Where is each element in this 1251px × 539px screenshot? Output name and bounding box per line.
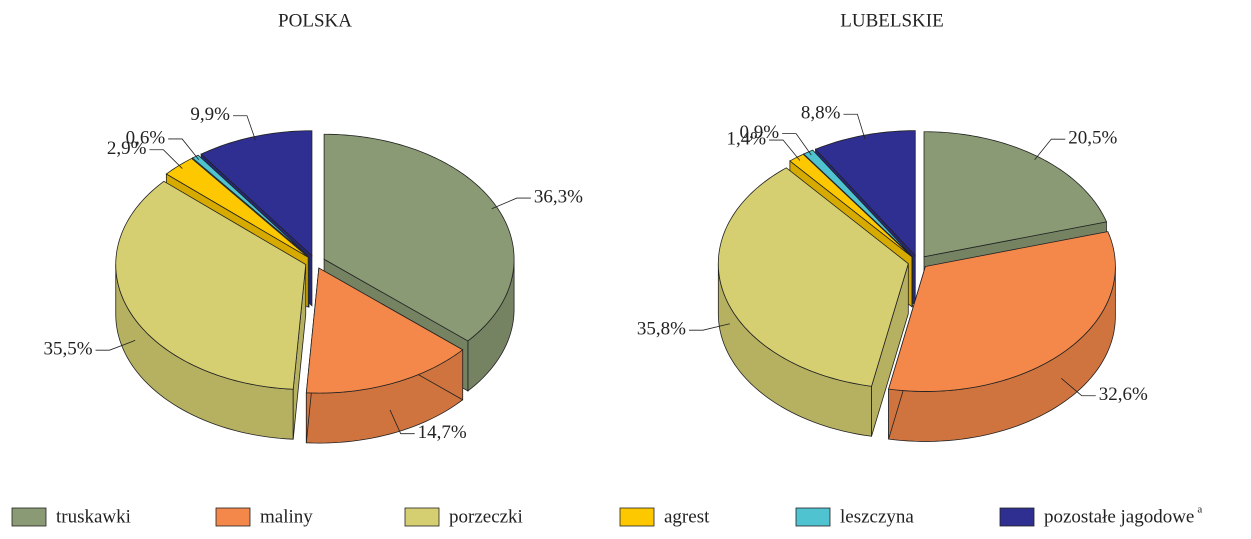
legend-label: porzeczki [449,506,523,527]
slice [789,153,913,258]
leader-line [1061,378,1096,397]
slice [923,131,1108,258]
legend-footnote: a [1197,504,1202,516]
leader-line [95,340,136,351]
slice [115,180,307,390]
leader-line [688,323,730,331]
leader-line [168,138,200,160]
legend-swatch [404,507,440,527]
leader-line [491,197,531,210]
pie: 36,3% 14,7% 35,5% 2,9%0,6% 9,9% [43,104,583,444]
leader-line [782,133,812,156]
leader-line [843,113,866,140]
legend-label: leszczyna [840,506,914,527]
legend-swatch [215,507,251,527]
leader-line [769,139,801,161]
slice [323,133,515,342]
leader-line [149,149,183,169]
slice [888,231,1116,392]
data-label: 8,8% [801,103,841,124]
legend-swatch [619,507,655,527]
data-label: 2,9% [107,138,147,159]
legend-label: pozostałe jagodowe [1044,506,1194,527]
leader-line [389,409,415,435]
pie: 20,5% 32,6% 35,8% 1,4%0,9% 8,8% [637,103,1148,442]
data-label: 1,4% [726,128,766,149]
slice [191,154,310,258]
slice [305,267,464,394]
leader-line [1034,138,1066,161]
data-label: 35,5% [43,339,92,360]
chart-title: POLSKA [278,10,352,31]
legend-swatch [999,507,1035,527]
legend-swatch [11,507,47,527]
data-label: 0,9% [740,122,780,143]
slice [717,167,909,387]
legend-label: truskawki [56,506,131,527]
data-label: 9,9% [190,104,230,125]
data-label: 32,6% [1099,384,1148,405]
leader-line [232,115,256,141]
data-label: 14,7% [418,422,467,443]
legend-swatch [795,507,831,527]
legend-label: agrest [664,506,710,527]
data-label: 20,5% [1068,128,1117,149]
data-label: 0,6% [126,127,166,148]
legend-label: maliny [260,506,313,527]
data-label: 35,8% [637,319,686,340]
chart-title: LUBELSKIE [840,10,943,31]
data-label: 36,3% [534,186,583,207]
